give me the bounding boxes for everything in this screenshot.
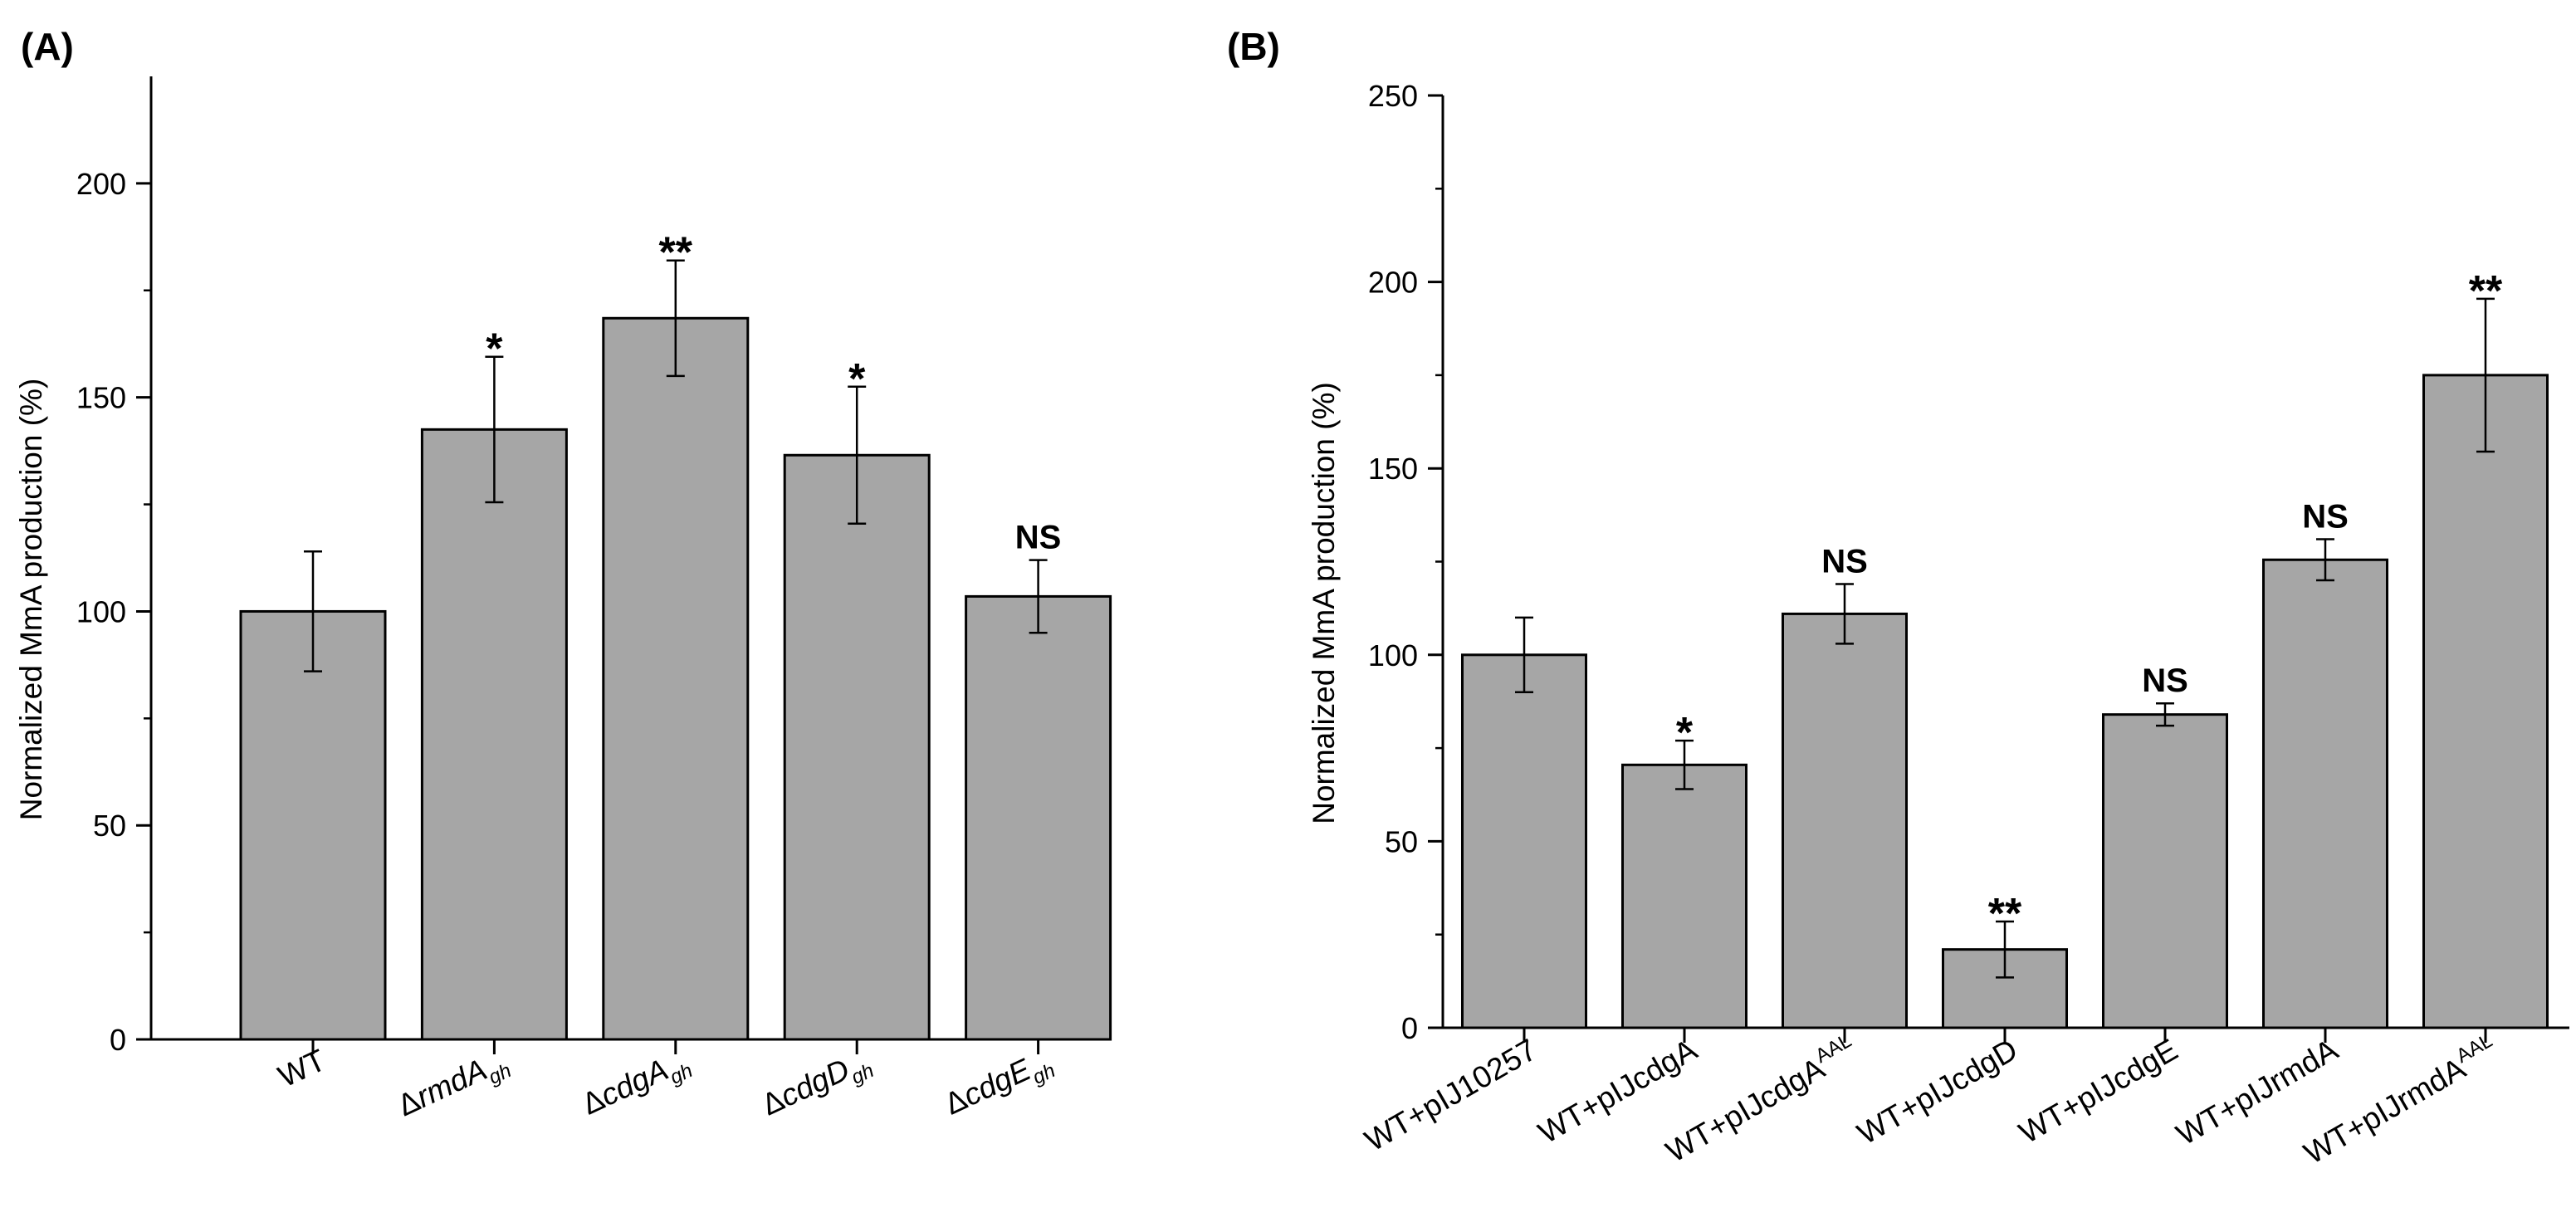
significance-label: ** — [2469, 267, 2503, 315]
significance-label: NS — [2142, 662, 2188, 699]
significance-label: NS — [1821, 543, 1868, 579]
significance-label: * — [848, 355, 866, 403]
panel-a-chart: (A) 0 50 100 150 200 Normalized MmA production… — [14, 25, 1112, 1129]
category-label: ΔcdgAgh — [577, 1043, 697, 1127]
significance-label: ** — [659, 229, 693, 277]
significance-label: NS — [2302, 499, 2349, 535]
category-label: ΔcdgDgh — [756, 1043, 877, 1128]
bar — [420, 428, 568, 1041]
panel-label: (B) — [1227, 25, 1280, 68]
bar — [239, 609, 387, 1041]
y-tick-label: 0 — [1401, 1011, 1418, 1045]
bar — [1461, 653, 1587, 1029]
y-axis-label: Normalized MmA production (%) — [1307, 382, 1341, 824]
y-tick-label: 100 — [76, 594, 126, 628]
category-label: WT+pIJcdgD — [1851, 1032, 2023, 1151]
y-tick-label: 50 — [1385, 824, 1418, 858]
y-tick-label: 0 — [110, 1023, 126, 1057]
bar — [965, 594, 1112, 1041]
panel-b-chart: (B) 0 50 100 150 200 250 Normalized MmA product… — [1227, 25, 2569, 1171]
y-tick-label: 250 — [1368, 79, 1418, 113]
y-tick-label: 150 — [76, 381, 126, 415]
y-tick-label: 100 — [1368, 638, 1418, 672]
y-tick-label: 200 — [1368, 266, 1418, 300]
bar — [2422, 374, 2549, 1029]
panel-label: (A) — [21, 25, 74, 68]
significance-label: * — [1676, 709, 1694, 757]
bar — [2262, 558, 2388, 1029]
significance-label: * — [486, 325, 503, 374]
y-axis-label: Normalized MmA production (%) — [14, 379, 48, 821]
y-tick-label: 50 — [93, 809, 126, 843]
category-label: WT+pIJcdgE — [2013, 1032, 2183, 1150]
significance-label: NS — [1015, 520, 1062, 556]
y-tick-label: 150 — [1368, 452, 1418, 486]
bar — [1782, 612, 1908, 1029]
category-label: ΔrmdAgh — [393, 1043, 515, 1129]
y-tick-label: 200 — [76, 167, 126, 201]
significance-label: ** — [1988, 890, 2022, 938]
bar — [1621, 763, 1747, 1029]
bar — [2102, 713, 2228, 1029]
bar — [783, 453, 931, 1041]
bar — [602, 316, 750, 1041]
category-label: ΔcdgEgh — [940, 1043, 1059, 1127]
category-label: WT+pIJ10257 — [1359, 1032, 1542, 1157]
category-label: WT — [273, 1043, 330, 1093]
